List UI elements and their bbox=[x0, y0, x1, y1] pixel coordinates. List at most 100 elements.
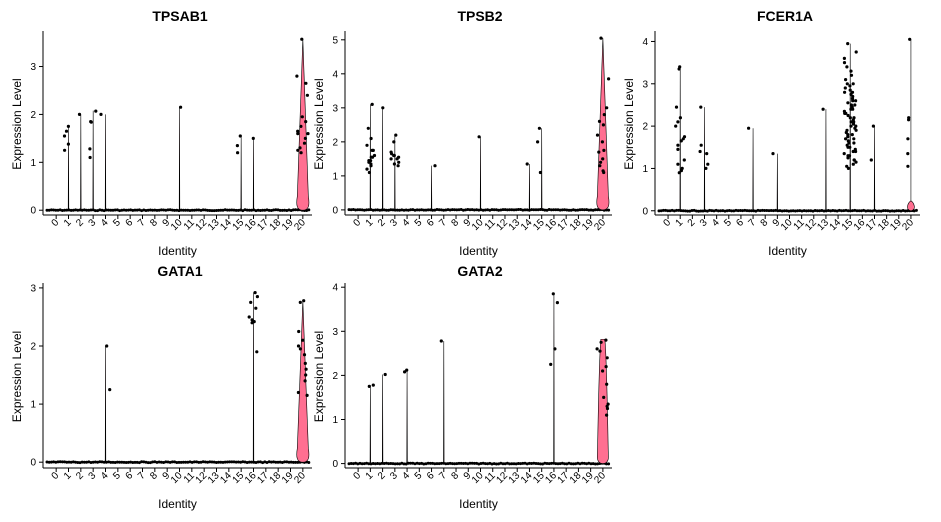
zero-point bbox=[574, 208, 578, 212]
x-tick-label: 6 bbox=[425, 217, 437, 229]
zero-point bbox=[409, 208, 413, 212]
zero-point bbox=[63, 208, 67, 212]
zero-point bbox=[457, 208, 461, 212]
zero-point bbox=[365, 208, 369, 212]
violin-cluster-17 bbox=[873, 126, 876, 212]
data-point bbox=[846, 166, 851, 170]
violin-cluster-4 bbox=[406, 370, 408, 464]
zero-point bbox=[146, 208, 150, 212]
data-point bbox=[306, 132, 310, 136]
data-point bbox=[846, 113, 850, 118]
zero-point bbox=[67, 460, 71, 464]
zero-point bbox=[60, 209, 64, 212]
violin-cluster-1 bbox=[679, 66, 681, 212]
data-point bbox=[854, 128, 858, 132]
zero-point bbox=[545, 462, 549, 465]
data-point bbox=[598, 349, 602, 353]
zero-point bbox=[179, 460, 183, 464]
panel-title: TPSAB1 bbox=[152, 8, 207, 24]
data-point bbox=[296, 344, 301, 348]
data-point bbox=[105, 344, 109, 348]
x-tick-label: 6 bbox=[124, 217, 136, 229]
y-tick-label: 1 bbox=[332, 171, 338, 182]
data-point bbox=[305, 393, 309, 397]
data-point bbox=[848, 84, 852, 88]
violin-cluster-15 bbox=[541, 128, 543, 211]
data-point bbox=[821, 107, 825, 111]
zero-point bbox=[431, 461, 435, 465]
x-tick-label: 20 bbox=[592, 470, 608, 486]
data-point bbox=[108, 388, 112, 392]
zero-point bbox=[166, 208, 170, 212]
zero-point bbox=[181, 208, 185, 212]
zero-point bbox=[267, 208, 271, 212]
zero-point bbox=[49, 460, 53, 464]
zero-point bbox=[190, 208, 194, 212]
zero-point bbox=[269, 460, 273, 464]
zero-point bbox=[243, 208, 247, 212]
zero-point bbox=[844, 208, 848, 212]
zero-point bbox=[576, 208, 580, 212]
zero-point bbox=[549, 208, 553, 212]
zero-point bbox=[464, 461, 468, 465]
data-point bbox=[599, 36, 603, 40]
zero-point bbox=[699, 209, 703, 213]
data-point bbox=[846, 101, 850, 105]
zero-point bbox=[725, 209, 729, 213]
data-point bbox=[851, 149, 855, 154]
zero-point bbox=[203, 460, 207, 464]
zero-point bbox=[523, 208, 527, 212]
data-point bbox=[698, 149, 702, 154]
zero-point bbox=[131, 461, 135, 464]
zero-point bbox=[294, 460, 298, 464]
zero-point bbox=[866, 209, 870, 213]
zero-point bbox=[107, 208, 111, 212]
zero-point bbox=[589, 462, 593, 466]
zero-point bbox=[734, 208, 738, 212]
x-tick-label: 20 bbox=[292, 470, 308, 486]
x-tick-label: 3 bbox=[87, 217, 99, 229]
data-point bbox=[604, 338, 608, 342]
data-point bbox=[295, 74, 299, 78]
data-point bbox=[677, 171, 681, 175]
zero-point bbox=[426, 461, 430, 465]
zero-point bbox=[89, 461, 93, 464]
zero-point bbox=[565, 208, 569, 212]
zero-point bbox=[813, 209, 817, 212]
y-axis-label: Expression Level bbox=[10, 78, 24, 169]
data-point bbox=[296, 129, 300, 133]
zero-point bbox=[133, 460, 137, 464]
x-tick-label: 5 bbox=[413, 217, 425, 229]
violin-cluster-20 bbox=[296, 300, 310, 463]
zero-point bbox=[351, 462, 355, 466]
zero-point bbox=[307, 208, 311, 212]
data-point bbox=[852, 137, 856, 141]
zero-point bbox=[580, 461, 584, 465]
data-point bbox=[99, 112, 103, 116]
zero-point bbox=[694, 209, 698, 213]
zero-point bbox=[296, 208, 300, 212]
zero-point bbox=[52, 208, 56, 212]
x-tick-label: 5 bbox=[413, 470, 425, 482]
data-point bbox=[88, 155, 92, 160]
zero-point bbox=[868, 209, 872, 213]
zero-point bbox=[389, 462, 393, 465]
data-point bbox=[854, 99, 858, 103]
data-point bbox=[852, 141, 856, 145]
x-tick-label: 1 bbox=[364, 470, 376, 482]
zero-point bbox=[536, 462, 540, 466]
data-point bbox=[302, 299, 306, 303]
zero-point bbox=[677, 208, 681, 212]
zero-point bbox=[701, 209, 705, 213]
x-tick-label: 5 bbox=[722, 217, 734, 229]
zero-point bbox=[455, 208, 459, 212]
data-point bbox=[851, 162, 855, 166]
x-tick-label: 20 bbox=[292, 217, 308, 233]
data-point bbox=[371, 148, 375, 152]
zero-point bbox=[391, 208, 395, 212]
zero-point bbox=[497, 208, 501, 212]
data-point bbox=[303, 379, 307, 383]
data-point bbox=[299, 124, 303, 128]
zero-point bbox=[483, 208, 487, 212]
